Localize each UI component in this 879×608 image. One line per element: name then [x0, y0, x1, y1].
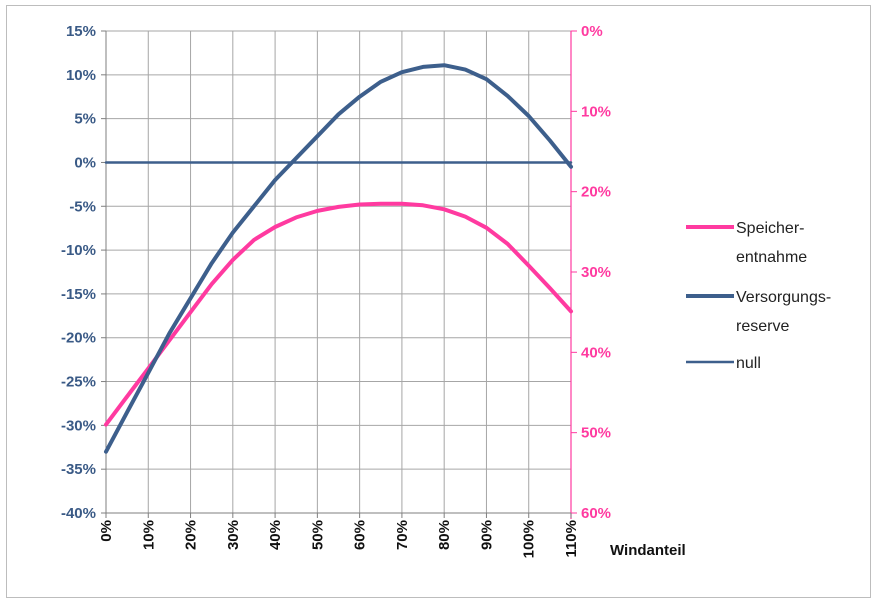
x-tick-label: 30% — [225, 520, 242, 550]
y-left-tick-label: 5% — [74, 111, 96, 128]
y-left-tick-label: 10% — [66, 67, 96, 84]
y-left-tick-label: 0% — [74, 154, 96, 171]
legend-label-2: null — [736, 355, 761, 372]
y-left-tick-label: -40% — [61, 505, 96, 522]
x-tick-label: 80% — [436, 520, 453, 550]
y-left-tick-label: -30% — [61, 417, 96, 434]
y-right-tick-label: 40% — [581, 344, 611, 361]
y-right-tick-label: 50% — [581, 425, 611, 442]
legend-label-1: reserve — [736, 318, 789, 335]
axes — [105, 31, 572, 519]
chart-frame — [6, 5, 871, 598]
y-right-tick-label: 0% — [581, 23, 603, 40]
y-left-tick-label: -15% — [61, 286, 96, 303]
x-tick-label: 60% — [352, 520, 369, 550]
x-tick-label: 50% — [309, 520, 326, 550]
y-left-tick-label: -25% — [61, 374, 96, 391]
y-right-tick-label: 20% — [581, 184, 611, 201]
legend-label-0: entnahme — [736, 249, 807, 266]
x-tick-label: 40% — [267, 520, 284, 550]
y-axis-left-ticks: 15% 10% 5% 0% -5% -10% -15% -20% -25% -30% -35% -40… — [61, 23, 106, 522]
x-tick-label: 20% — [183, 520, 200, 550]
legend-label-0: Speicher- — [736, 220, 804, 237]
x-axis-label: Windanteil — [610, 542, 686, 559]
x-tick-label: 10% — [140, 520, 157, 550]
series-lines — [104, 63, 573, 454]
series-line-0 — [104, 201, 573, 427]
legend-label-1: Versorgungs- — [736, 289, 831, 306]
x-tick-label: 110% — [563, 520, 580, 558]
x-tick-label: 0% — [98, 520, 115, 542]
y-left-tick-label: 15% — [66, 23, 96, 40]
legend: Speicher-entnahme Versorgungs-reserve null — [686, 220, 831, 372]
y-right-tick-label: 30% — [581, 264, 611, 281]
grid — [105, 30, 572, 514]
x-tick-label: 70% — [394, 520, 411, 550]
y-left-tick-label: -10% — [61, 242, 96, 259]
x-tick-label: 100% — [521, 520, 538, 558]
y-axis-right-ticks: 0% 10% 20% 30% 40% 50% 60% — [571, 23, 611, 522]
series-line-1 — [104, 63, 573, 454]
y-left-tick-label: -5% — [69, 198, 96, 215]
y-right-tick-label: 60% — [581, 505, 611, 522]
y-left-tick-label: -35% — [61, 461, 96, 478]
x-axis-ticks: 0% 10% 20% 30% 40% 50% 60% 70% 80% 90% 100% 110% — [98, 513, 580, 558]
y-left-tick-label: -20% — [61, 330, 96, 347]
x-tick-label: 90% — [478, 520, 495, 550]
y-right-tick-label: 10% — [581, 103, 611, 120]
